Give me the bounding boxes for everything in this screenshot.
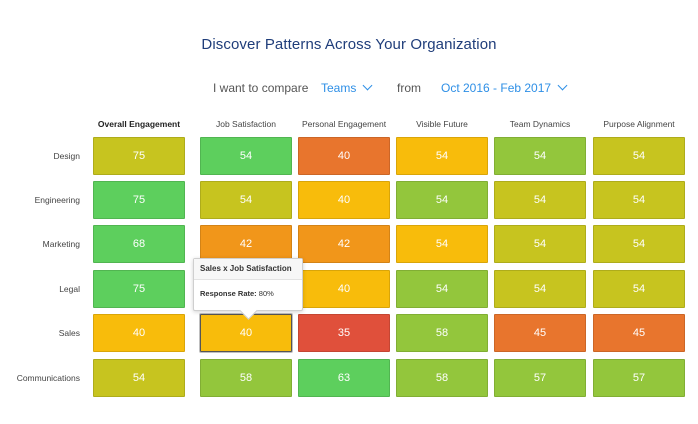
heatmap-cell[interactable]: 54 <box>396 181 488 219</box>
heatmap-cell[interactable]: 54 <box>494 181 586 219</box>
heatmap-cell[interactable]: 63 <box>298 359 390 397</box>
heatmap-cell[interactable]: 35 <box>298 314 390 352</box>
column-header: Purpose Alignment <box>603 119 675 129</box>
heatmap-cell[interactable]: 54 <box>494 270 586 308</box>
row-header: Engineering <box>34 195 80 205</box>
heatmap-cell[interactable]: 68 <box>93 225 185 263</box>
compare-bar: I want to compare Teams from Oct 2016 - … <box>0 80 698 99</box>
column-header: Visible Future <box>416 119 468 129</box>
heatmap-cell[interactable]: 54 <box>593 270 685 308</box>
heatmap-cell[interactable]: 45 <box>593 314 685 352</box>
heatmap-cell[interactable]: 45 <box>494 314 586 352</box>
heatmap-cell[interactable]: 42 <box>200 225 292 263</box>
column-header: Job Satisfaction <box>215 119 276 129</box>
heatmap-cell[interactable]: 54 <box>494 137 586 175</box>
heatmap-cell[interactable]: 57 <box>494 359 586 397</box>
heatmap-cell[interactable]: 75 <box>93 270 185 308</box>
column-header: Team Dynamics <box>509 119 571 129</box>
heatmap-cell[interactable]: 54 <box>593 181 685 219</box>
heatmap-cell[interactable]: 75 <box>93 181 185 219</box>
compare-prefix: I want to compare <box>213 81 309 95</box>
tooltip-response-label: Response Rate: <box>200 289 257 298</box>
heatmap-cell[interactable]: 57 <box>593 359 685 397</box>
chevron-down-icon <box>557 80 568 91</box>
period-select-value: Oct 2016 - Feb 2017 <box>441 81 552 95</box>
heatmap-cell[interactable]: 54 <box>396 137 488 175</box>
heatmap-cell[interactable]: 54 <box>93 359 185 397</box>
heatmap-cell[interactable]: 75 <box>93 137 185 175</box>
column-header: Overall Engagement <box>97 119 181 129</box>
heatmap-cell[interactable]: 40 <box>298 137 390 175</box>
heatmap-cell[interactable]: 54 <box>396 270 488 308</box>
heatmap-cell[interactable]: 40 <box>93 314 185 352</box>
row-header: Communications <box>16 373 80 383</box>
tooltip-response-value: 80% <box>258 289 274 298</box>
row-header: Sales <box>58 328 80 338</box>
heatmap-cell[interactable]: 54 <box>200 137 292 175</box>
heatmap-cell[interactable]: 54 <box>396 225 488 263</box>
chevron-down-icon <box>362 80 373 91</box>
from-label: from <box>397 81 421 95</box>
page-title: Discover Patterns Across Your Organizati… <box>201 36 497 53</box>
heatmap-cell[interactable]: 54 <box>200 181 292 219</box>
heatmap-cell[interactable]: 58 <box>396 314 488 352</box>
row-header: Legal <box>59 284 80 294</box>
tooltip-title: Sales x Job Satisfaction <box>194 259 302 280</box>
cell-tooltip: Sales x Job Satisfaction Response Rate: … <box>193 258 303 320</box>
heatmap-cell[interactable]: 58 <box>396 359 488 397</box>
group-select-value: Teams <box>321 81 357 95</box>
heatmap-cell[interactable]: 54 <box>593 225 685 263</box>
heatmap-cell[interactable]: 40 <box>298 270 390 308</box>
heatmap-cell[interactable]: 40 <box>298 181 390 219</box>
column-header: Personal Engagement <box>301 119 387 129</box>
heatmap-cell[interactable]: 54 <box>593 137 685 175</box>
tooltip-body: Response Rate: 80% <box>194 280 302 307</box>
period-select[interactable]: Oct 2016 - Feb 2017 <box>441 80 568 95</box>
row-header: Design <box>53 151 80 161</box>
group-select[interactable]: Teams <box>321 80 373 95</box>
heatmap-cell[interactable]: 58 <box>200 359 292 397</box>
heatmap-cell[interactable]: 42 <box>298 225 390 263</box>
heatmap-cell[interactable]: 40 <box>200 314 292 352</box>
heatmap-cell[interactable]: 54 <box>494 225 586 263</box>
row-header: Marketing <box>42 239 80 249</box>
